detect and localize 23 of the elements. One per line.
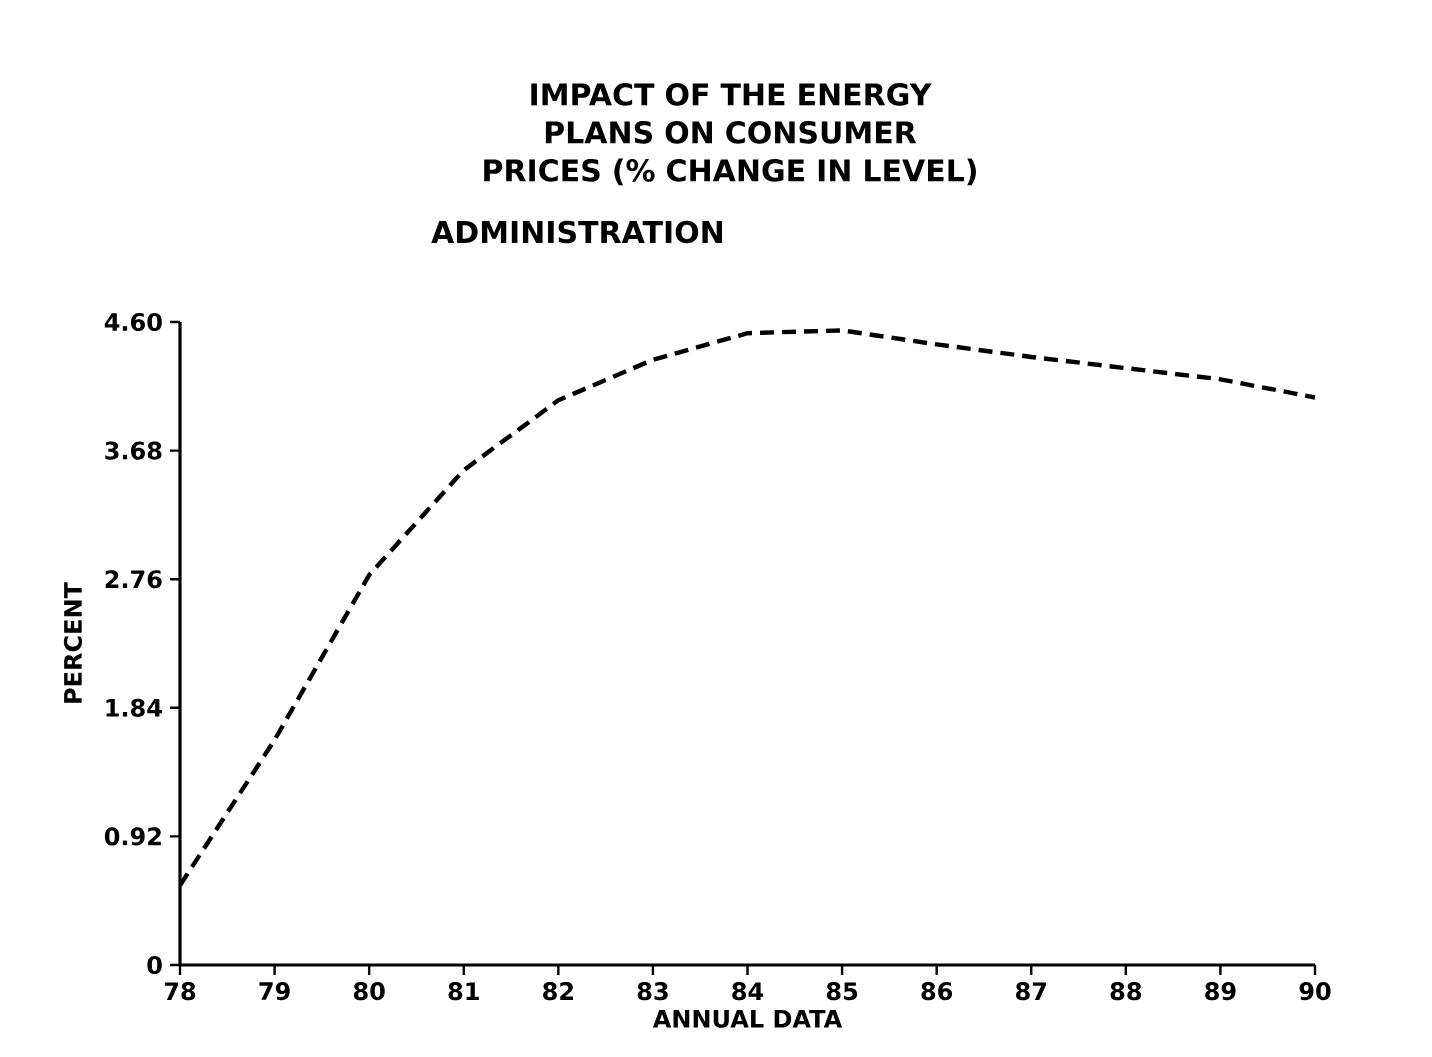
y-tick-label: 3.68 [105, 441, 162, 460]
x-tick-label: 84 [732, 982, 764, 1001]
y-tick-label: 0 [147, 955, 162, 975]
x-axis-title: ANNUAL DATA [652, 1009, 843, 1028]
x-tick-label: 78 [164, 982, 196, 1001]
x-tick-label: 89 [1205, 982, 1236, 1001]
x-tick-label: 88 [1110, 982, 1142, 1001]
chart-title: IMPACT OF THE ENERGY PLANS ON CONSUMER PRICES (% CHANGE IN LEVEL) [484, 83, 976, 186]
y-tick-label: 0.92 [104, 827, 161, 846]
x-tick-label: 90 [1299, 982, 1331, 1001]
x-tick-label: 83 [637, 982, 668, 1001]
y-axis-title: PERCENT [63, 582, 82, 703]
x-tick-label: 82 [543, 982, 573, 1001]
y-tick-label: 4.60 [104, 312, 162, 332]
y-tick-label: 2.76 [105, 570, 162, 589]
x-tick-label: 86 [921, 982, 953, 1001]
chart-subtitle: ADMINISTRATION [431, 220, 722, 244]
x-tick-label: 79 [259, 982, 290, 1001]
x-tick-label: 85 [826, 982, 858, 1001]
x-tick-label: 80 [353, 982, 385, 1001]
x-tick-label: 87 [1016, 982, 1047, 1001]
y-tick-label: 1.84 [106, 698, 162, 717]
x-tick-label: 81 [448, 982, 479, 1001]
